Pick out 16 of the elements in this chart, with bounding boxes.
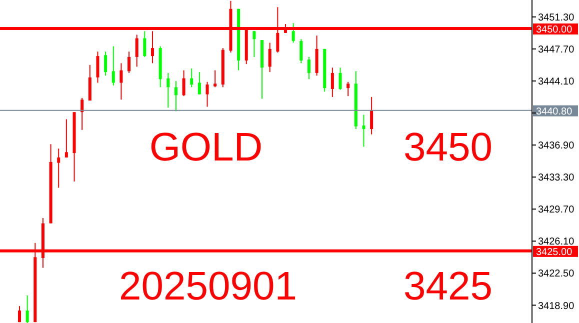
y-tick-label: 3451.30 <box>538 12 575 24</box>
y-tick-label: 3447.70 <box>538 44 575 56</box>
y-tick-label: 3436.90 <box>538 140 575 152</box>
ref-line-label: 3450.00 <box>536 24 573 36</box>
annotation: GOLD <box>149 126 263 170</box>
y-tick-label: 3418.90 <box>538 300 575 312</box>
annotation: 20250901 <box>119 264 297 310</box>
y-tick-label: 3426.10 <box>538 236 575 248</box>
annotation: 3425 <box>404 264 492 310</box>
y-tick-label: 3433.30 <box>538 172 575 184</box>
ref-line-label: 3425.00 <box>536 246 573 258</box>
annotation: 3450 <box>404 126 492 170</box>
y-tick-label: 3444.10 <box>538 76 575 88</box>
y-tick-label: 3429.70 <box>538 204 575 216</box>
ref-line-label: 3440.80 <box>536 106 573 118</box>
y-tick-label: 3422.50 <box>538 268 575 280</box>
